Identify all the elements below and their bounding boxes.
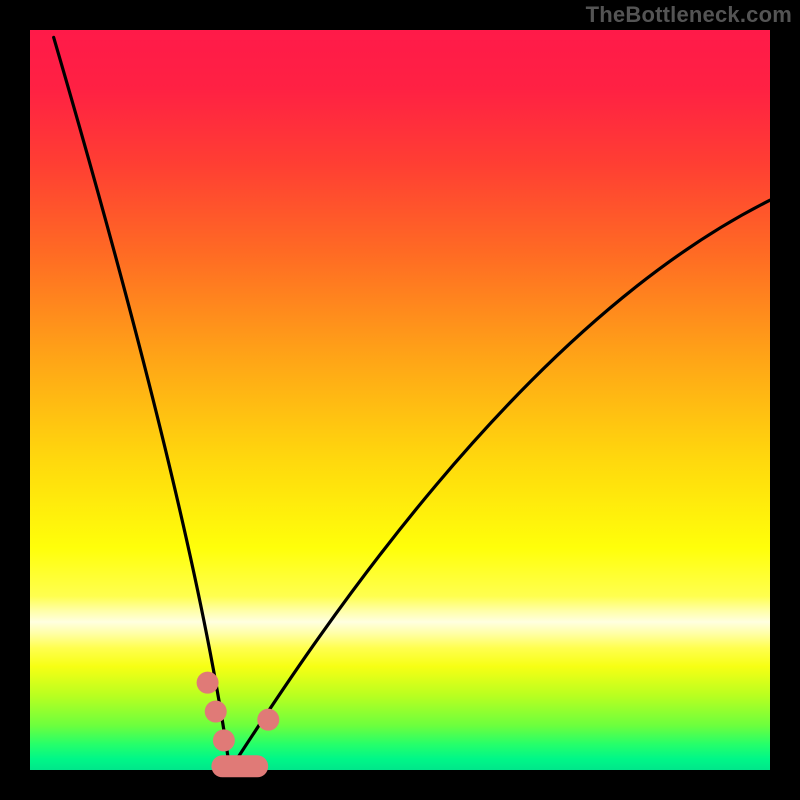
marker-dot — [197, 672, 219, 694]
marker-dot — [213, 729, 235, 751]
marker-dot — [257, 709, 279, 731]
chart-stage: TheBottleneck.com — [0, 0, 800, 800]
attribution-text: TheBottleneck.com — [586, 2, 792, 28]
plot-background — [30, 30, 770, 770]
bottleneck-chart-svg — [0, 0, 800, 800]
marker-dot — [205, 701, 227, 723]
